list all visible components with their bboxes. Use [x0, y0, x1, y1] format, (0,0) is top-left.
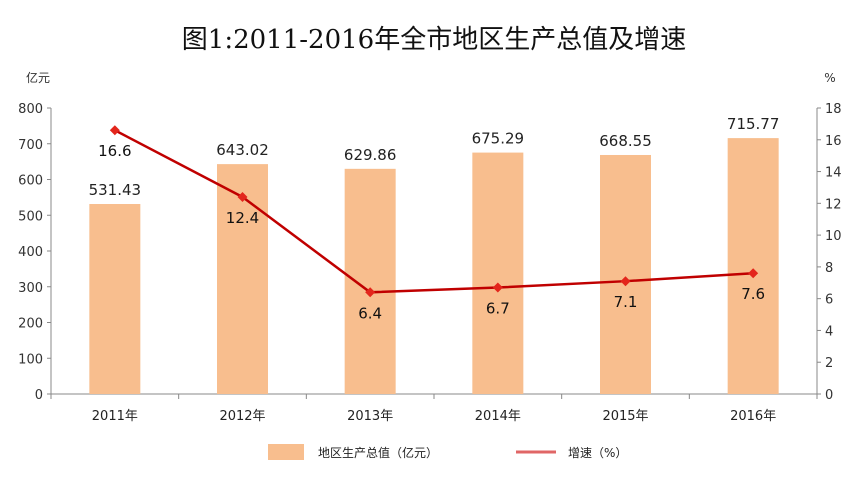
- growth-value-label: 16.6: [98, 142, 131, 160]
- x-tick-label: 2012年: [219, 409, 265, 424]
- growth-value-label: 7.1: [614, 293, 638, 311]
- growth-point: [492, 282, 503, 293]
- left-tick-label: 500: [18, 209, 43, 224]
- right-tick-label: 2: [825, 356, 833, 371]
- growth-point: [237, 191, 248, 202]
- growth-value-label: 6.4: [358, 304, 382, 322]
- left-tick-label: 100: [18, 352, 43, 367]
- growth-line: [114, 129, 754, 294]
- legend: 地区生产总值（亿元） 增速（%）: [268, 444, 627, 460]
- chart-title: 图1:2011-2016年全市地区生产总值及增速: [182, 25, 686, 55]
- right-tick-label: 6: [825, 293, 833, 308]
- bar-value-label: 531.43: [89, 181, 142, 199]
- bar: [89, 204, 141, 394]
- right-tick-label: 16: [825, 134, 842, 149]
- data-labels: 531.43 643.02 629.86 675.29 668.55 715.77 16.6…: [89, 115, 780, 322]
- right-axis-unit: %: [824, 71, 835, 85]
- x-tick-label: 2014年: [475, 409, 521, 424]
- left-tick-label: 700: [18, 138, 43, 153]
- right-tick-label: 0: [825, 388, 833, 403]
- left-tick-label: 600: [18, 174, 43, 189]
- bar: [344, 168, 396, 394]
- right-tick-label: 12: [825, 197, 842, 212]
- growth-value-label: 12.4: [226, 209, 259, 227]
- bar-value-label: 643.02: [216, 141, 269, 159]
- bar: [600, 154, 651, 394]
- bar-value-label: 675.29: [472, 130, 525, 148]
- bar-series: [89, 138, 779, 394]
- growth-point: [748, 268, 759, 279]
- right-tick-label: 4: [825, 324, 833, 339]
- line-series: [109, 125, 759, 298]
- legend-swatch-gdp: [268, 444, 304, 460]
- left-tick-label: 0: [35, 388, 43, 403]
- left-tick-label: 800: [18, 102, 43, 117]
- growth-point: [365, 287, 376, 298]
- growth-point: [109, 125, 120, 136]
- bar-value-label: 715.77: [727, 115, 780, 133]
- right-tick-label: 10: [825, 229, 842, 244]
- axes: 0 100 200 300 400 500 600 700 800 0 2 4 6 8 10 12 14 16 18…: [18, 102, 841, 424]
- bar: [472, 152, 524, 394]
- legend-label-gdp: 地区生产总值（亿元）: [318, 445, 438, 460]
- left-axis-unit: 亿元: [26, 70, 50, 85]
- bar-value-label: 668.55: [599, 132, 652, 150]
- x-tick-label: 2011年: [92, 409, 138, 424]
- left-tick-label: 400: [18, 245, 43, 260]
- right-tick-label: 18: [825, 102, 842, 117]
- right-tick-label: 8: [825, 261, 833, 276]
- x-tick-label: 2015年: [602, 409, 648, 424]
- bar-value-label: 629.86: [344, 146, 397, 164]
- growth-value-label: 6.7: [486, 300, 510, 318]
- x-tick-label: 2016年: [730, 409, 776, 424]
- x-tick-label: 2013年: [347, 409, 393, 424]
- right-tick-label: 14: [825, 166, 842, 181]
- left-tick-label: 300: [18, 281, 43, 296]
- bar: [217, 164, 268, 394]
- bar: [727, 138, 779, 394]
- legend-label-growth: 增速（%）: [568, 446, 627, 460]
- growth-point: [620, 276, 631, 287]
- growth-value-label: 7.6: [741, 285, 765, 303]
- left-tick-label: 200: [18, 317, 43, 332]
